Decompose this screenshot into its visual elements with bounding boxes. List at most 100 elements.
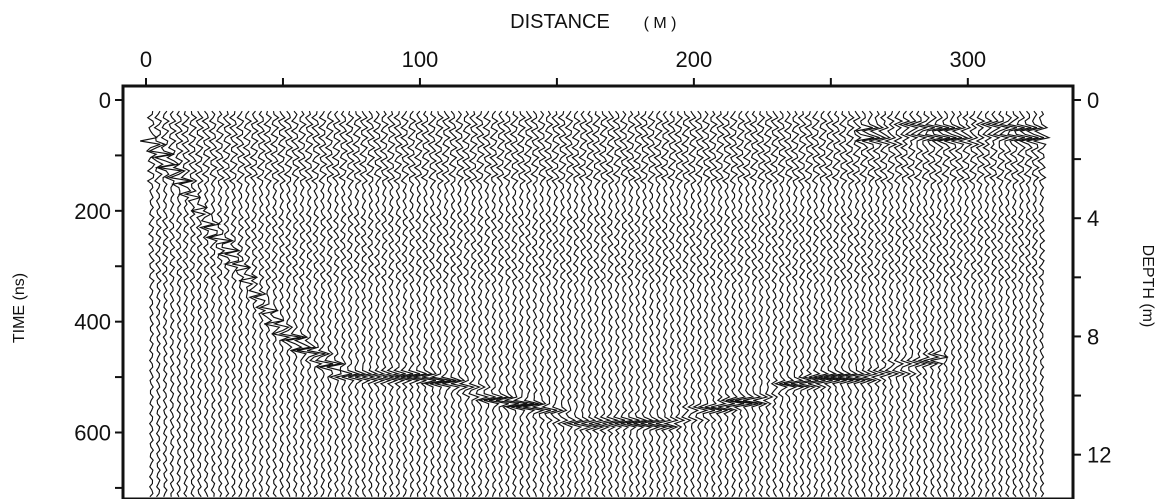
trace-89 (753, 110, 769, 498)
trace-126 (1007, 110, 1025, 498)
trace-2 (154, 110, 177, 497)
trace-104 (853, 110, 875, 497)
trace-10 (208, 110, 232, 498)
x-axis-ticks: 0 100 200 300 (140, 47, 986, 86)
trace-70 (620, 110, 640, 498)
y-axis-left-ticks: 0 200 400 600 (74, 88, 123, 489)
trace-45 (450, 110, 469, 497)
trace-18 (263, 110, 285, 498)
trace-111 (902, 110, 921, 497)
trace-16 (252, 110, 267, 498)
trace-60 (557, 110, 569, 498)
trace-69 (614, 110, 633, 497)
trace-125 (998, 110, 1018, 498)
trace-27 (326, 110, 346, 497)
trace-101 (830, 110, 854, 498)
y-left-tick-label-6: 600 (74, 421, 111, 446)
trace-97 (807, 110, 826, 498)
trace-52 (495, 110, 519, 498)
trace-12 (222, 111, 241, 498)
trace-110 (897, 110, 913, 497)
trace-20 (278, 110, 301, 497)
trace-49 (477, 110, 496, 498)
trace-56 (523, 110, 546, 497)
trace-21 (284, 110, 306, 497)
trace-42 (429, 110, 452, 498)
x-tick-label-0: 0 (140, 47, 152, 72)
trace-116 (936, 110, 957, 497)
trace-109 (891, 110, 906, 498)
radargram-traces (140, 110, 1051, 498)
trace-32 (362, 110, 379, 497)
trace-24 (307, 110, 326, 498)
y-left-tick-label-0: 0 (99, 88, 111, 113)
trace-98 (813, 110, 833, 497)
trace-87 (734, 110, 759, 497)
trace-83 (710, 110, 728, 498)
trace-51 (488, 110, 510, 497)
y-axis-left-label: TIME (ns) (11, 273, 28, 343)
trace-128 (1018, 110, 1039, 497)
trace-22 (292, 110, 313, 498)
trace-114 (922, 110, 943, 498)
trace-53 (504, 110, 528, 498)
y-axis-right-label: DEPTH (m) (1139, 245, 1156, 328)
trace-82 (704, 110, 722, 498)
x-axis-label: DISTANCE (510, 11, 610, 33)
trace-105 (861, 110, 880, 497)
trace-65 (588, 110, 605, 498)
y-right-tick-label-0: 0 (1087, 88, 1099, 113)
trace-46 (458, 110, 476, 498)
trace-9 (203, 110, 222, 497)
trace-102 (837, 110, 860, 498)
trace-44 (442, 110, 463, 497)
trace-120 (966, 110, 980, 498)
trace-103 (845, 110, 866, 498)
trace-96 (799, 110, 819, 498)
trace-55 (515, 110, 539, 498)
trace-122 (979, 110, 993, 497)
trace-71 (626, 110, 649, 498)
trace-14 (238, 110, 258, 497)
trace-108 (884, 110, 900, 498)
plot-frame (121, 84, 1075, 499)
trace-93 (779, 110, 798, 497)
trace-129 (1025, 110, 1045, 497)
trace-61 (561, 110, 577, 498)
trace-119 (957, 111, 974, 498)
trace-39 (406, 110, 427, 497)
trace-15 (247, 110, 264, 497)
trace-17 (258, 110, 279, 498)
y-left-tick-label-4: 400 (74, 310, 111, 335)
trace-54 (510, 110, 535, 498)
trace-77 (673, 110, 686, 498)
trace-121 (975, 110, 986, 498)
y-right-tick-label-2: 4 (1087, 206, 1099, 231)
trace-43 (435, 110, 457, 498)
trace-92 (773, 110, 789, 497)
trace-7 (190, 110, 209, 498)
trace-85 (725, 110, 745, 498)
trace-106 (869, 110, 887, 498)
trace-40 (413, 110, 437, 498)
trace-31 (354, 110, 373, 498)
trace-33 (369, 110, 386, 497)
trace-113 (916, 110, 935, 498)
trace-74 (648, 110, 669, 497)
trace-115 (930, 110, 951, 498)
trace-34 (376, 110, 393, 498)
trace-75 (655, 110, 675, 497)
trace-117 (943, 110, 963, 497)
trace-100 (824, 110, 847, 498)
trace-73 (640, 110, 661, 498)
trace-48 (475, 110, 490, 498)
trace-66 (593, 110, 612, 498)
trace-23 (296, 110, 320, 498)
y-left-tick-label-2: 200 (74, 199, 111, 224)
trace-3 (158, 110, 184, 497)
x-tick-label-4: 200 (676, 47, 713, 72)
trace-67 (602, 110, 620, 498)
trace-79 (687, 110, 700, 498)
trace-35 (382, 110, 401, 498)
